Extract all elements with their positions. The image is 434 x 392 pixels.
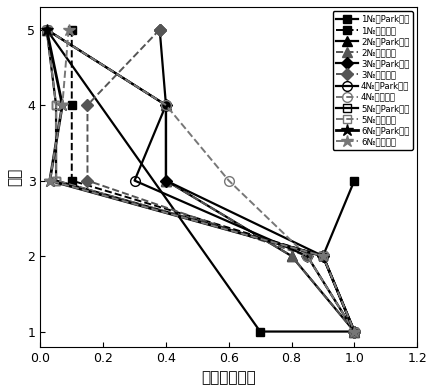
Line: 1№波层模型: 1№波层模型: [68, 25, 358, 336]
6№波Park模型: [44, 27, 49, 32]
1№波层模型: [352, 329, 357, 334]
2№波层模型: [44, 27, 49, 32]
1№波层模型: [320, 254, 326, 258]
1№波层模型: [69, 27, 74, 32]
1№波层模型: [69, 178, 74, 183]
6№波Park模型: [47, 178, 53, 183]
5№波Park模型: [44, 27, 49, 32]
3№波层模型: [85, 178, 90, 183]
Line: 4№波层模型: 4№波层模型: [42, 25, 359, 336]
5№波Park模型: [320, 254, 326, 258]
5№波层模型: [53, 103, 59, 107]
Line: 1№波Park模型: 1№波Park模型: [43, 25, 358, 336]
4№波层模型: [226, 178, 231, 183]
2№波层模型: [163, 103, 168, 107]
5№波Park模型: [53, 103, 59, 107]
Line: 5№波层模型: 5№波层模型: [43, 25, 358, 336]
5№波层模型: [44, 27, 49, 32]
1№波Park模型: [257, 329, 263, 334]
Legend: 1№波Park模型, 1№波层模型, 2№波Park模型, 2№波层模型, 3№波Park模型, 3№波层模型, 4№波Park模型, 4№波层模型, 5№波P: 1№波Park模型, 1№波层模型, 2№波Park模型, 2№波层模型, 3№…: [332, 11, 413, 150]
4№波Park模型: [305, 254, 310, 258]
1№波Park模型: [44, 27, 49, 32]
Line: 6№波Park模型: 6№波Park模型: [40, 24, 361, 338]
Line: 2№波Park模型: 2№波Park模型: [42, 25, 359, 336]
1№波Park模型: [320, 254, 326, 258]
4№波层模型: [44, 27, 49, 32]
2№波Park模型: [352, 329, 357, 334]
1№波Park模型: [352, 329, 357, 334]
Line: 4№波Park模型: 4№波Park模型: [42, 25, 359, 336]
5№波层模型: [53, 178, 59, 183]
3№波Park模型: [352, 329, 357, 334]
6№波Park模型: [60, 103, 65, 107]
6№波层模型: [320, 254, 326, 258]
5№波层模型: [320, 254, 326, 258]
Line: 6№波层模型: 6№波层模型: [43, 24, 361, 338]
6№波Park模型: [320, 254, 326, 258]
6№波层模型: [47, 178, 53, 183]
3№波层模型: [352, 329, 357, 334]
3№波层模型: [85, 103, 90, 107]
3№波Park模型: [163, 103, 168, 107]
5№波层模型: [352, 329, 357, 334]
Line: 3№波Park模型: 3№波Park模型: [155, 25, 358, 336]
Line: 3№波层模型: 3№波层模型: [83, 25, 358, 336]
6№波层模型: [60, 103, 65, 107]
3№波层模型: [157, 27, 162, 32]
Y-axis label: 楼层: 楼层: [7, 168, 22, 186]
4№波层模型: [352, 329, 357, 334]
X-axis label: 相对损伤指数: 相对损伤指数: [201, 370, 256, 385]
1№波层模型: [69, 103, 74, 107]
4№波Park模型: [352, 329, 357, 334]
4№波Park模型: [44, 27, 49, 32]
3№波层模型: [305, 254, 310, 258]
5№波Park模型: [53, 178, 59, 183]
2№波层模型: [163, 178, 168, 183]
1№波Park模型: [352, 178, 357, 183]
2№波层模型: [352, 329, 357, 334]
3№波Park模型: [320, 254, 326, 258]
6№波层模型: [66, 27, 71, 32]
4№波层模型: [163, 103, 168, 107]
3№波Park模型: [157, 27, 162, 32]
2№波Park模型: [289, 254, 294, 258]
2№波Park模型: [163, 103, 168, 107]
Line: 5№波Park模型: 5№波Park模型: [43, 25, 358, 336]
Line: 2№波层模型: 2№波层模型: [42, 25, 359, 336]
2№波层模型: [289, 254, 294, 258]
6№波Park模型: [352, 329, 357, 334]
2№波Park模型: [163, 178, 168, 183]
3№波Park模型: [163, 178, 168, 183]
6№波层模型: [352, 329, 357, 334]
2№波Park模型: [44, 27, 49, 32]
5№波Park模型: [352, 329, 357, 334]
4№波Park模型: [132, 178, 137, 183]
4№波Park模型: [163, 103, 168, 107]
4№波层模型: [305, 254, 310, 258]
